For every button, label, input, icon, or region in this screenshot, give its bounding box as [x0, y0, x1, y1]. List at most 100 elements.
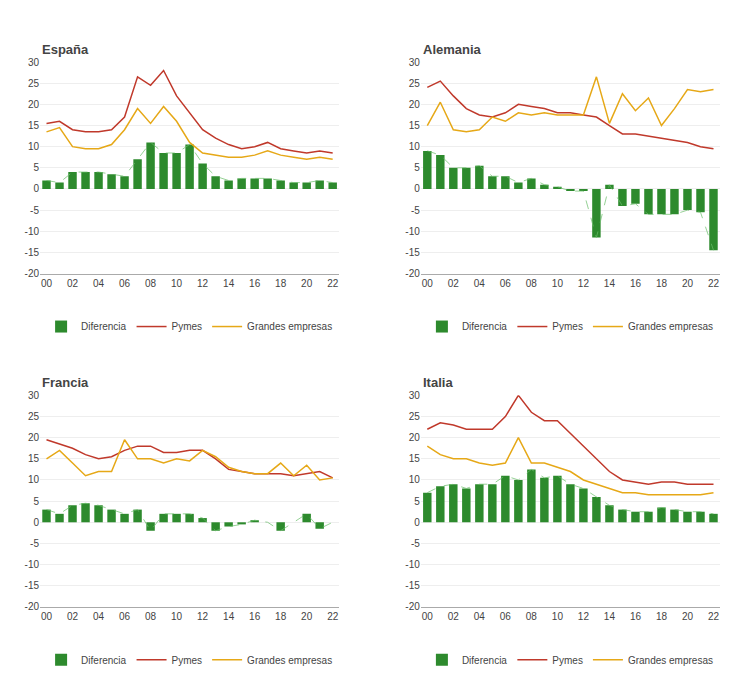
svg-text:08: 08: [145, 278, 157, 289]
svg-text:22: 22: [327, 278, 339, 289]
svg-text:22: 22: [327, 611, 339, 622]
svg-text:10: 10: [409, 141, 421, 152]
svg-text:18: 18: [275, 278, 287, 289]
svg-text:20: 20: [301, 611, 313, 622]
svg-text:12: 12: [197, 278, 209, 289]
svg-text:14: 14: [604, 611, 616, 622]
svg-text:30: 30: [28, 390, 40, 401]
svg-text:5: 5: [414, 162, 420, 173]
svg-text:-5: -5: [30, 538, 39, 549]
svg-text:-10: -10: [25, 559, 40, 570]
svg-text:10: 10: [171, 611, 183, 622]
svg-text:00: 00: [422, 278, 434, 289]
svg-text:10: 10: [552, 278, 564, 289]
svg-text:06: 06: [119, 278, 131, 289]
svg-text:Diferencia: Diferencia: [81, 655, 126, 666]
svg-text:15: 15: [409, 453, 421, 464]
svg-text:18: 18: [275, 611, 287, 622]
svg-text:-20: -20: [25, 601, 40, 612]
svg-text:0: 0: [414, 183, 420, 194]
svg-text:16: 16: [630, 611, 642, 622]
svg-text:-15: -15: [405, 580, 420, 591]
svg-text:04: 04: [474, 611, 486, 622]
svg-text:20: 20: [682, 611, 694, 622]
svg-text:-20: -20: [405, 601, 420, 612]
svg-text:25: 25: [28, 78, 40, 89]
svg-text:20: 20: [409, 99, 421, 110]
svg-text:02: 02: [67, 611, 79, 622]
svg-text:06: 06: [500, 611, 512, 622]
svg-text:Italia: Italia: [423, 375, 453, 390]
svg-text:00: 00: [41, 611, 53, 622]
svg-text:-20: -20: [25, 268, 40, 279]
svg-text:0: 0: [33, 183, 39, 194]
svg-text:10: 10: [28, 474, 40, 485]
svg-text:España: España: [42, 42, 89, 57]
svg-text:5: 5: [33, 162, 39, 173]
svg-text:Pymes: Pymes: [552, 321, 583, 332]
svg-text:16: 16: [249, 278, 261, 289]
svg-text:08: 08: [526, 278, 538, 289]
svg-text:12: 12: [578, 611, 590, 622]
svg-text:Alemania: Alemania: [423, 42, 482, 57]
svg-text:-20: -20: [405, 268, 420, 279]
svg-text:Diferencia: Diferencia: [81, 321, 126, 332]
svg-text:0: 0: [33, 517, 39, 528]
svg-text:16: 16: [630, 278, 642, 289]
svg-text:20: 20: [301, 278, 313, 289]
svg-text:02: 02: [448, 611, 460, 622]
svg-text:Grandes empresas: Grandes empresas: [247, 655, 332, 666]
svg-text:10: 10: [171, 278, 183, 289]
svg-text:Grandes empresas: Grandes empresas: [628, 321, 713, 332]
svg-text:Pymes: Pymes: [552, 655, 583, 666]
svg-text:18: 18: [656, 611, 668, 622]
svg-text:20: 20: [28, 99, 40, 110]
svg-text:22: 22: [708, 611, 720, 622]
svg-text:14: 14: [223, 278, 235, 289]
svg-text:Pymes: Pymes: [172, 321, 203, 332]
svg-text:-10: -10: [25, 226, 40, 237]
svg-text:06: 06: [500, 278, 512, 289]
svg-text:30: 30: [409, 57, 421, 68]
svg-text:30: 30: [409, 390, 421, 401]
svg-text:-10: -10: [405, 559, 420, 570]
svg-text:Pymes: Pymes: [172, 655, 203, 666]
svg-text:15: 15: [409, 120, 421, 131]
svg-text:-5: -5: [30, 205, 39, 216]
svg-text:02: 02: [67, 278, 79, 289]
svg-text:15: 15: [28, 453, 40, 464]
svg-text:14: 14: [604, 278, 616, 289]
svg-text:-15: -15: [25, 247, 40, 258]
svg-text:18: 18: [656, 278, 668, 289]
svg-text:20: 20: [409, 432, 421, 443]
svg-text:-15: -15: [405, 247, 420, 258]
svg-text:-5: -5: [411, 538, 420, 549]
svg-text:Grandes empresas: Grandes empresas: [247, 321, 332, 332]
svg-text:08: 08: [145, 611, 157, 622]
svg-text:-5: -5: [411, 205, 420, 216]
svg-text:15: 15: [28, 120, 40, 131]
svg-text:04: 04: [93, 278, 105, 289]
svg-text:Grandes empresas: Grandes empresas: [628, 655, 713, 666]
svg-text:25: 25: [28, 411, 40, 422]
svg-text:04: 04: [93, 611, 105, 622]
svg-text:Diferencia: Diferencia: [462, 321, 507, 332]
svg-text:5: 5: [414, 496, 420, 507]
svg-text:22: 22: [708, 278, 720, 289]
svg-text:04: 04: [474, 278, 486, 289]
svg-text:00: 00: [41, 278, 53, 289]
svg-text:20: 20: [28, 432, 40, 443]
svg-text:08: 08: [526, 611, 538, 622]
svg-text:12: 12: [578, 278, 590, 289]
svg-text:14: 14: [223, 611, 235, 622]
svg-text:25: 25: [409, 411, 421, 422]
svg-text:00: 00: [422, 611, 434, 622]
svg-text:10: 10: [552, 611, 564, 622]
svg-text:5: 5: [33, 496, 39, 507]
svg-text:30: 30: [28, 57, 40, 68]
svg-text:-15: -15: [25, 580, 40, 591]
svg-text:Diferencia: Diferencia: [462, 655, 507, 666]
svg-text:Francia: Francia: [42, 375, 89, 390]
svg-text:0: 0: [414, 517, 420, 528]
svg-text:06: 06: [119, 611, 131, 622]
